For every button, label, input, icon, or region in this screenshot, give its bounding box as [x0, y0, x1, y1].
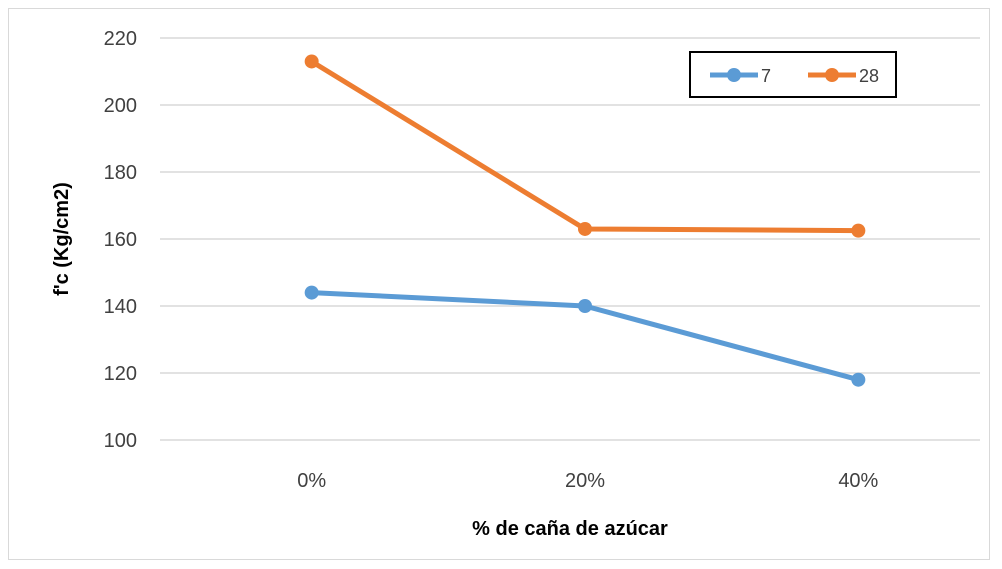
series-lines [304, 54, 866, 387]
data-point-7 [304, 285, 319, 300]
x-tick-label: 0% [297, 470, 326, 492]
y-tick-label: 100 [104, 430, 137, 452]
y-tick-label: 220 [104, 28, 137, 50]
x-tick-label: 40% [838, 470, 878, 492]
x-tick-label: 20% [565, 470, 605, 492]
data-point-7 [851, 372, 866, 387]
chart-area [8, 8, 990, 560]
gridlines [160, 37, 980, 441]
y-tick-labels: 100 120 140 160 180 200 220 [104, 28, 137, 452]
y-tick-label: 120 [104, 363, 137, 385]
y-tick-label: 200 [104, 95, 137, 117]
x-tick-labels: 0% 20% 40% [297, 470, 878, 492]
y-axis-title: f'c (Kg/cm2) [51, 182, 73, 296]
x-axis-title: % de caña de azúcar [472, 518, 668, 540]
y-tick-label: 180 [104, 162, 137, 184]
data-point-7 [578, 299, 592, 313]
legend-label-28: 28 [859, 66, 879, 86]
legend-marker-7 [727, 68, 741, 82]
y-tick-label: 140 [104, 296, 137, 318]
legend: 7 28 [689, 51, 897, 98]
y-tick-label: 160 [104, 229, 137, 251]
data-point-28 [304, 54, 319, 69]
data-point-28 [851, 223, 866, 238]
data-point-28 [578, 221, 592, 236]
legend-marker-28 [825, 68, 839, 82]
legend-label-7: 7 [761, 66, 771, 86]
